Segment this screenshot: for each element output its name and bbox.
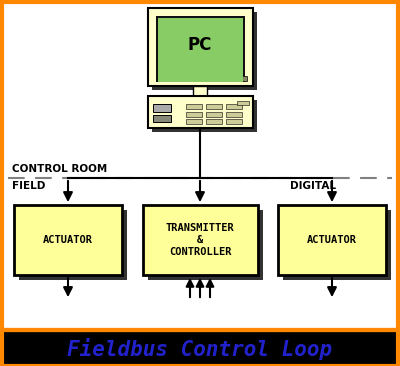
Bar bbox=[237, 101, 249, 105]
Bar bbox=[206, 112, 222, 117]
Bar bbox=[148, 96, 253, 128]
Bar bbox=[226, 112, 242, 117]
Text: FIELD: FIELD bbox=[12, 181, 45, 191]
Bar bbox=[206, 104, 222, 109]
Bar bbox=[206, 119, 222, 124]
Bar bbox=[2, 330, 398, 366]
Bar bbox=[14, 205, 122, 275]
Bar bbox=[148, 210, 262, 280]
Bar bbox=[153, 115, 171, 122]
Bar bbox=[19, 210, 127, 280]
Bar bbox=[148, 8, 253, 86]
Bar bbox=[2, 2, 398, 330]
Text: CONTROL ROOM: CONTROL ROOM bbox=[12, 164, 107, 174]
Text: TRANSMITTER
&
CONTROLLER: TRANSMITTER & CONTROLLER bbox=[166, 223, 234, 257]
Text: PC: PC bbox=[188, 36, 212, 54]
Bar bbox=[152, 100, 257, 132]
Bar bbox=[226, 104, 242, 109]
Bar bbox=[283, 210, 391, 280]
Bar bbox=[158, 18, 243, 82]
Bar bbox=[156, 16, 245, 82]
Bar bbox=[226, 119, 242, 124]
Bar bbox=[142, 205, 258, 275]
Bar bbox=[193, 86, 207, 96]
Bar bbox=[152, 12, 257, 90]
Bar bbox=[186, 112, 202, 117]
Bar bbox=[278, 205, 386, 275]
Bar bbox=[241, 76, 247, 81]
Text: ACTUATOR: ACTUATOR bbox=[43, 235, 93, 245]
Text: DIGITAL: DIGITAL bbox=[290, 181, 336, 191]
Bar bbox=[153, 104, 171, 112]
Bar bbox=[186, 119, 202, 124]
Text: ACTUATOR: ACTUATOR bbox=[307, 235, 357, 245]
Bar bbox=[186, 104, 202, 109]
Text: Fieldbus Control Loop: Fieldbus Control Loop bbox=[68, 338, 332, 360]
